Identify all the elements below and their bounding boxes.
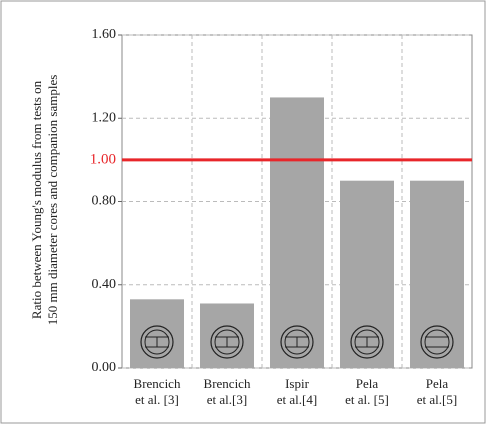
core-inner	[424, 329, 450, 355]
core-icon	[140, 325, 174, 359]
x-tick-label: Ispir et al.[4]	[276, 376, 318, 407]
core-inner	[284, 329, 310, 355]
core-outline	[140, 325, 174, 359]
core-icon	[350, 325, 384, 359]
bar	[410, 180, 464, 368]
core-outline	[420, 325, 454, 359]
core-outline	[280, 325, 314, 359]
core-icon	[210, 325, 244, 359]
core-icon	[420, 325, 454, 359]
core-outline	[210, 325, 244, 359]
y-tick-label: 1.20	[92, 110, 117, 125]
y-tick-label: 0.80	[92, 194, 117, 209]
y-tick-label: 0.40	[92, 277, 117, 292]
x-tick-label: Brencich et al. [3]	[133, 376, 181, 407]
core-icon	[280, 325, 314, 359]
core-inner	[214, 329, 240, 355]
y-tick-label: 0.00	[92, 360, 117, 375]
bar	[130, 299, 184, 368]
x-tick-label: Pela et al.[5]	[416, 376, 458, 407]
reference-label: 1.00	[90, 151, 116, 167]
core-inner	[144, 329, 170, 355]
x-tick-label: Brencich et al.[3]	[203, 376, 251, 407]
y-tick-label: 1.60	[92, 27, 117, 42]
core-inner	[354, 329, 380, 355]
bar	[270, 97, 324, 368]
core-outline	[350, 325, 384, 359]
bar	[200, 303, 254, 368]
y-axis-label: 150 mm diameter cores and companion samp…	[45, 75, 60, 326]
x-tick-label: Pela et al. [5]	[345, 376, 389, 407]
y-axis-label: Ratio between Young's modulus from tests…	[29, 80, 44, 319]
